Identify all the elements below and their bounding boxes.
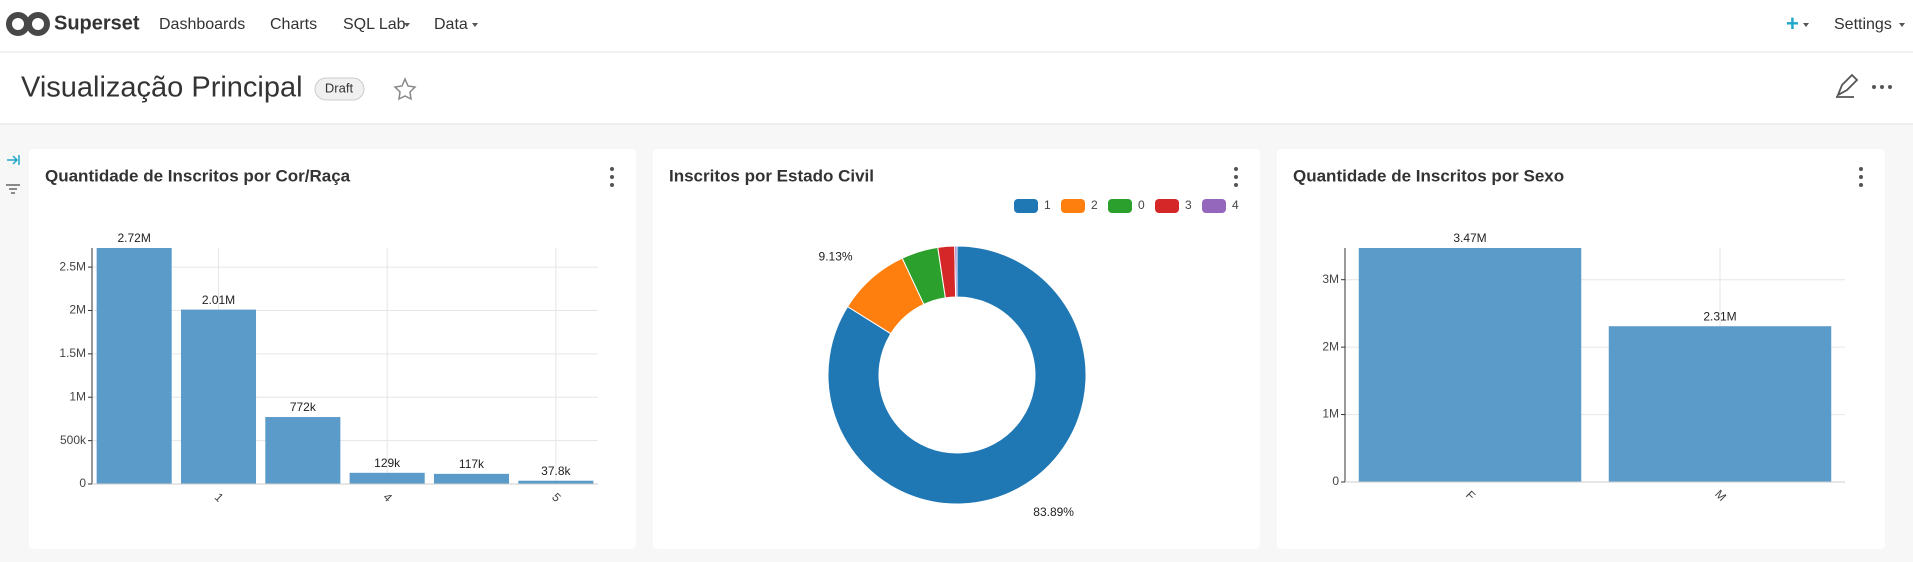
- legend-label: 1: [1044, 198, 1051, 212]
- y-tick-label: 1M: [69, 389, 86, 403]
- chart-title: Inscritos por Estado Civil: [669, 166, 874, 185]
- legend-label: 2: [1091, 198, 1098, 212]
- chart-panel: [653, 149, 1260, 549]
- legend-label: 4: [1232, 198, 1239, 212]
- chart-menu-dot: [1234, 167, 1238, 171]
- filter-icon[interactable]: [6, 184, 20, 194]
- add-button[interactable]: +: [1786, 11, 1799, 36]
- status-label: Draft: [325, 80, 354, 95]
- value-label: 129k: [374, 456, 401, 470]
- value-label: 3.47M: [1453, 231, 1486, 245]
- chart-title: Quantidade de Inscritos por Sexo: [1293, 166, 1564, 185]
- caret: [1803, 23, 1809, 27]
- favorite-star[interactable]: [393, 77, 417, 101]
- slice-label: 9.13%: [819, 249, 853, 263]
- dashboard-title[interactable]: Visualização Principal: [21, 72, 303, 104]
- value-label: 37.8k: [541, 464, 571, 478]
- expand-filters[interactable]: [7, 155, 20, 165]
- nav-item[interactable]: SQL Lab: [343, 16, 406, 33]
- brand[interactable]: Superset: [54, 12, 140, 34]
- y-tick-label: 3M: [1322, 272, 1339, 286]
- bar: [180, 309, 257, 484]
- bar: [96, 248, 172, 484]
- legend-swatch: [1108, 199, 1132, 213]
- legend-label: 0: [1138, 198, 1145, 212]
- slice-label: 83.89%: [1033, 505, 1074, 519]
- bar: [1358, 248, 1582, 482]
- pie-slice: [827, 245, 1087, 505]
- legend-swatch: [1155, 199, 1179, 213]
- value-label: 2.01M: [202, 293, 235, 307]
- y-tick-label: 0: [79, 476, 86, 490]
- caret: [1899, 23, 1905, 27]
- legend-swatch: [1202, 199, 1226, 213]
- pie-slice: [954, 245, 958, 298]
- y-tick-label: 0: [1332, 474, 1339, 488]
- settings-menu[interactable]: Settings: [1834, 16, 1892, 33]
- caret: [404, 23, 410, 27]
- nav-item[interactable]: Charts: [270, 16, 317, 33]
- chart-title: Quantidade de Inscritos por Cor/Raça: [45, 166, 351, 185]
- chart-menu-dot: [1859, 175, 1863, 179]
- bar: [265, 417, 341, 484]
- nav-item[interactable]: Dashboards: [159, 16, 245, 33]
- y-tick-label: 2M: [69, 303, 86, 317]
- more-menu[interactable]: [1872, 85, 1892, 89]
- chart-menu-dot: [1859, 183, 1863, 187]
- nav-item[interactable]: Data: [434, 16, 468, 33]
- y-tick-label: 500k: [60, 433, 87, 447]
- y-tick-label: 1M: [1322, 407, 1339, 421]
- chart-menu-dot: [610, 167, 614, 171]
- chart-panel: [29, 149, 636, 549]
- y-tick-label: 2.5M: [59, 259, 86, 273]
- value-label: 117k: [459, 457, 485, 471]
- bar: [1608, 326, 1832, 482]
- bar: [518, 480, 594, 484]
- status-tag: [314, 77, 365, 101]
- bar: [433, 473, 510, 484]
- y-tick-label: 1.5M: [59, 346, 86, 360]
- y-tick-label: 2M: [1322, 339, 1339, 353]
- chart-menu-dot: [1859, 167, 1863, 171]
- legend-swatch: [1014, 199, 1038, 213]
- chart-menu-dot: [610, 183, 614, 187]
- caret: [472, 23, 478, 27]
- value-label: 772k: [290, 400, 317, 414]
- chart-menu-dot: [1234, 175, 1238, 179]
- bar: [349, 472, 425, 484]
- chart-menu-dot: [1234, 183, 1238, 187]
- value-label: 2.72M: [117, 231, 150, 245]
- legend-label: 3: [1185, 198, 1192, 212]
- chart-menu-dot: [610, 175, 614, 179]
- logo: [6, 12, 50, 36]
- edit-icon[interactable]: [1836, 73, 1859, 98]
- value-label: 2.31M: [1703, 309, 1736, 323]
- legend-swatch: [1061, 199, 1085, 213]
- navbar: [0, 0, 1913, 52]
